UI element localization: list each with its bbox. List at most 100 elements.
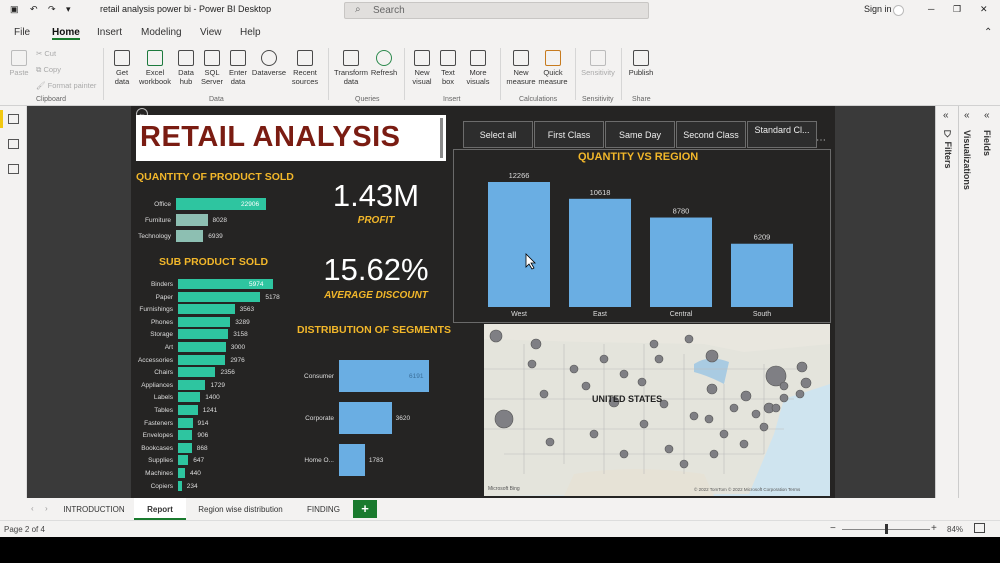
menu-file[interactable]: File (14, 27, 31, 38)
map-bubble[interactable] (608, 396, 620, 408)
enter-data-button[interactable]: Enter data (226, 50, 250, 86)
model-view-icon[interactable] (8, 164, 19, 174)
quick-access-dropdown-icon[interactable]: ▾ (66, 4, 71, 14)
transform-data-button[interactable]: Transform data (334, 50, 368, 86)
tab-finding[interactable]: FINDING (307, 505, 340, 514)
minimize-icon[interactable]: ─ (928, 4, 935, 14)
tab-introduction[interactable]: INTRODUCTION (63, 505, 125, 514)
map-bubble[interactable] (664, 444, 674, 454)
map-bubble[interactable] (649, 339, 659, 349)
map-bubble[interactable] (619, 369, 629, 379)
refresh-button[interactable]: Refresh (370, 50, 398, 77)
redo-icon[interactable]: ↷ (48, 4, 56, 14)
map-bubble[interactable] (581, 381, 591, 391)
map-bubble[interactable] (659, 399, 669, 409)
map-bubble[interactable] (771, 403, 781, 413)
region-bar[interactable] (731, 243, 793, 307)
dataverse-button[interactable]: Dataverse (251, 50, 287, 77)
tab-region-wise-distribution[interactable]: Region wise distribution (198, 505, 283, 514)
map-bubble[interactable] (706, 383, 718, 395)
copy-button[interactable]: ⧉ Copy (36, 65, 61, 74)
menu-home[interactable]: Home (52, 27, 80, 40)
filters-pane-label[interactable]: ⛉ Filters (943, 130, 953, 169)
format-painter-button[interactable]: 🖌 Format painter (36, 81, 96, 90)
region-bar[interactable] (569, 198, 631, 307)
cut-button[interactable]: ✂ Cut (36, 49, 56, 58)
collapse-fields-icon[interactable]: « (984, 110, 990, 121)
quick-measure-button[interactable]: Quick measure (538, 50, 568, 86)
data-hub-button[interactable]: Data hub (174, 50, 198, 86)
map-bubble[interactable] (489, 329, 503, 343)
map-bubble[interactable] (684, 334, 694, 344)
region-bar[interactable] (488, 182, 550, 307)
map-bubble[interactable] (637, 377, 647, 387)
slicer-option[interactable]: Select all (463, 121, 533, 148)
map-bubble[interactable] (779, 381, 789, 391)
map-bubble[interactable] (654, 354, 664, 364)
excel-workbook-button[interactable]: Excel workbook (138, 50, 172, 86)
us-map-visual[interactable]: UNITED STATES Microsoft Bing © 2022 TomT… (484, 324, 830, 496)
collapse-ribbon-icon[interactable]: ⌃ (984, 27, 993, 38)
slicer-option[interactable]: Standard Cl... (747, 121, 817, 148)
menu-insert[interactable]: Insert (97, 27, 123, 38)
menu-help[interactable]: Help (240, 27, 261, 38)
tabs-prev-icon[interactable]: ‹ (31, 504, 34, 513)
map-bubble[interactable] (739, 439, 749, 449)
text-box-button[interactable]: Text box (436, 50, 460, 86)
zoom-slider-thumb[interactable] (885, 524, 888, 534)
map-bubble[interactable] (795, 389, 805, 399)
restore-icon[interactable]: ❐ (953, 4, 962, 14)
visualizations-pane-label[interactable]: Visualizations (962, 130, 972, 190)
undo-icon[interactable]: ↶ (30, 4, 38, 14)
map-bubble[interactable] (729, 403, 739, 413)
fields-pane-label[interactable]: Fields (982, 130, 992, 157)
data-view-icon[interactable] (8, 139, 19, 149)
quantity-vs-region-visual[interactable]: QUANTITY VS REGION ⛉ ⤢ ⋯ 12266West10618E… (453, 135, 831, 323)
map-bubble[interactable] (679, 459, 689, 469)
map-bubble[interactable] (527, 359, 537, 369)
new-measure-button[interactable]: New measure (504, 50, 538, 86)
slicer-option[interactable]: Same Day (605, 121, 675, 148)
map-bubble[interactable] (705, 349, 719, 363)
map-bubble[interactable] (751, 409, 761, 419)
map-bubble[interactable] (800, 377, 812, 389)
tab-report[interactable]: Report (134, 498, 186, 520)
tabs-next-icon[interactable]: › (45, 504, 48, 513)
map-bubble[interactable] (530, 338, 542, 350)
more-options-icon[interactable]: ⋯ (816, 135, 826, 146)
map-bubble[interactable] (494, 409, 514, 429)
close-icon[interactable]: ✕ (980, 4, 988, 14)
map-bubble[interactable] (719, 429, 729, 439)
sql-server-button[interactable]: SQL Server (200, 50, 224, 86)
slicer-option[interactable]: First Class (534, 121, 604, 148)
region-bar[interactable] (650, 217, 712, 307)
map-bubble[interactable] (689, 411, 699, 421)
map-bubble[interactable] (779, 393, 789, 403)
map-bubble[interactable] (539, 389, 549, 399)
report-view-icon[interactable] (8, 114, 19, 124)
paste-button[interactable]: Paste (6, 50, 32, 77)
recent-sources-button[interactable]: Recent sources (288, 50, 322, 86)
menu-view[interactable]: View (200, 27, 222, 38)
map-bubble[interactable] (709, 449, 719, 459)
menu-modeling[interactable]: Modeling (141, 27, 182, 38)
sensitivity-button[interactable]: Sensitivity (580, 50, 616, 77)
slicer-option[interactable]: Second Class (676, 121, 746, 148)
new-visual-button[interactable]: New visual (408, 50, 436, 86)
map-bubble[interactable] (619, 449, 629, 459)
map-bubble[interactable] (759, 422, 769, 432)
zoom-in-icon[interactable]: + (931, 523, 937, 534)
map-bubble[interactable] (599, 354, 609, 364)
save-icon[interactable]: ▣ (10, 4, 19, 14)
search-box[interactable]: ⌕ Search (344, 2, 649, 19)
sign-in-link[interactable]: Sign in (864, 4, 892, 14)
map-bubble[interactable] (704, 414, 714, 424)
collapse-filters-icon[interactable]: « (943, 110, 949, 121)
avatar-icon[interactable] (893, 5, 904, 16)
map-bubble[interactable] (639, 419, 649, 429)
collapse-visualizations-icon[interactable]: « (964, 110, 970, 121)
publish-button[interactable]: Publish (626, 50, 656, 77)
more-visuals-button[interactable]: More visuals (461, 50, 495, 86)
fit-to-page-icon[interactable] (974, 523, 985, 533)
map-bubble[interactable] (765, 365, 787, 387)
